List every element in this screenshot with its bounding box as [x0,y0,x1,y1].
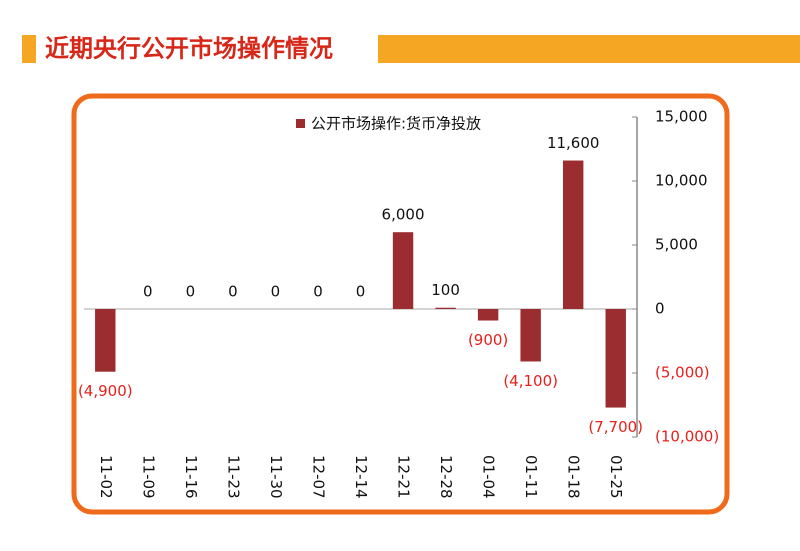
x-tick-label: 12-14 [352,455,370,499]
x-tick-label: 12-28 [437,455,455,499]
header-block [22,35,36,63]
value-label: (900) [468,331,508,349]
x-tick-label: 01-11 [522,455,540,499]
y-tick-label: (5,000) [655,364,710,382]
bar [392,232,414,309]
value-label: 6,000 [382,206,425,224]
y-tick-label: 10,000 [655,172,708,190]
legend-swatch [296,119,305,128]
value-label: 0 [186,283,196,301]
y-tick-label: 0 [655,300,665,318]
x-tick-label: 01-18 [565,455,583,499]
x-tick-label: 01-04 [480,455,498,499]
y-tick-label: 5,000 [655,236,698,254]
value-label: 0 [228,283,238,301]
chart-frame [71,93,730,515]
value-label: 0 [271,283,281,301]
legend-label: 公开市场操作:货币净投放 [311,115,481,133]
x-tick-label: 11-23 [224,455,242,499]
value-label: 11,600 [547,134,600,152]
value-label: 100 [431,281,460,299]
header-bar [378,35,800,63]
value-label: (4,900) [78,382,133,400]
bar [605,309,626,408]
value-label: 0 [356,283,366,301]
bar [435,307,456,309]
x-tick-label: 11-16 [182,455,200,499]
x-tick-label: 01-25 [607,455,625,499]
chart-title: 近期央行公开市场操作情况 [45,34,333,63]
bar [95,309,116,372]
x-tick-label: 11-09 [139,455,157,499]
bar [477,309,499,321]
x-tick-label: 11-02 [97,455,115,499]
x-tick-label: 11-30 [267,455,285,499]
bar [562,160,584,309]
value-label: (7,700) [588,418,643,436]
value-label: 0 [143,283,153,301]
x-tick-label: 12-21 [395,455,413,499]
y-tick-label: (10,000) [655,428,719,446]
y-tick-label: 15,000 [655,108,708,126]
x-tick-label: 12-07 [309,455,327,499]
bar [520,309,541,362]
value-label: (4,100) [503,372,558,390]
value-label: 0 [313,283,323,301]
